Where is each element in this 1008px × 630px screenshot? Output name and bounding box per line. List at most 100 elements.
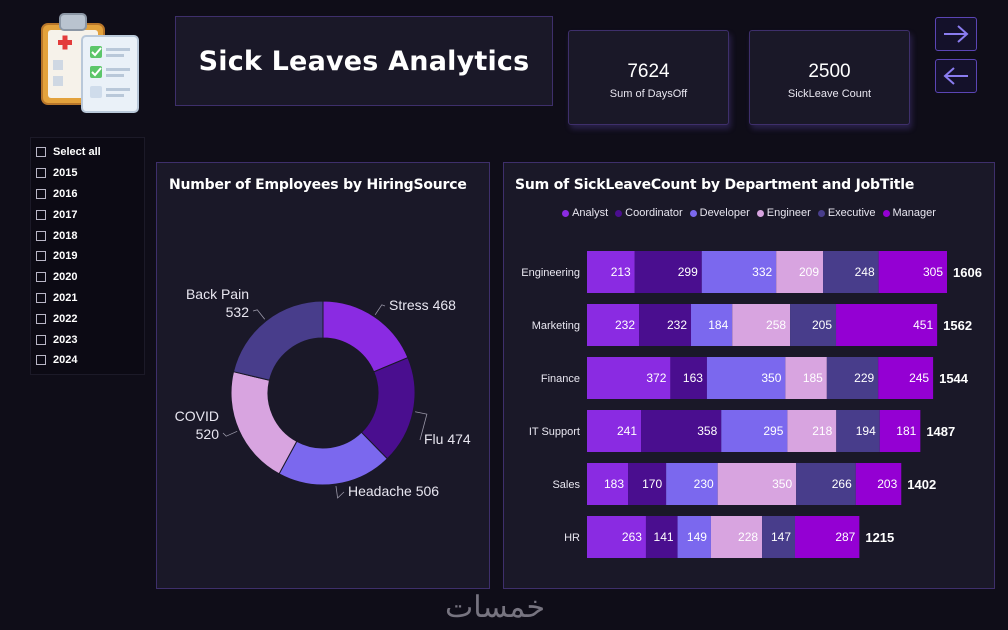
bar-segment-developer[interactable] xyxy=(677,516,711,558)
checkbox[interactable] xyxy=(36,251,46,262)
legend-item-executive[interactable]: Executive xyxy=(817,207,876,219)
slicer-item-2017[interactable]: 2017 xyxy=(31,204,144,225)
bar-segment-manager[interactable] xyxy=(836,304,938,346)
bar-total-label: 1402 xyxy=(907,477,936,492)
legend-dot xyxy=(615,209,623,217)
bar-segment-engineer[interactable] xyxy=(776,251,824,293)
bar-segment-executive[interactable] xyxy=(790,304,837,346)
chart-legend: Analyst Coordinator Developer Engineer Execu… xyxy=(504,207,994,219)
slicer-item-2015[interactable]: 2015 xyxy=(31,163,144,184)
legend-label: Coordinator xyxy=(625,207,683,219)
bar-value-label: 147 xyxy=(771,530,791,544)
checkbox[interactable] xyxy=(36,355,46,366)
bar-segment-manager[interactable] xyxy=(879,410,921,452)
bar-segment-manager[interactable] xyxy=(855,463,902,505)
donut-value-label: 532 xyxy=(226,304,250,320)
checkbox[interactable] xyxy=(36,168,46,179)
bar-segment-coordinator[interactable] xyxy=(641,410,722,452)
bar-chart-title: Sum of SickLeaveCount by Department and … xyxy=(515,177,915,193)
checkbox[interactable] xyxy=(36,230,46,241)
checkbox[interactable] xyxy=(36,292,46,303)
bar-segment-analyst[interactable] xyxy=(587,304,640,346)
bar-value-label: 350 xyxy=(761,371,781,385)
bar-segment-analyst[interactable] xyxy=(587,251,635,293)
checkbox[interactable] xyxy=(36,209,46,220)
bar-segment-engineer[interactable] xyxy=(717,463,797,505)
donut-slice-covid[interactable] xyxy=(230,371,298,475)
checkbox[interactable] xyxy=(36,334,46,345)
bar-value-label: 350 xyxy=(772,477,792,491)
bar-value-label: 245 xyxy=(909,371,929,385)
checkbox[interactable] xyxy=(36,147,46,158)
bar-segment-executive[interactable] xyxy=(836,410,880,452)
donut-label: COVID xyxy=(175,408,219,424)
bar-segment-developer[interactable] xyxy=(666,463,718,505)
bar-value-label: 305 xyxy=(923,265,943,279)
donut-slice-back-pain[interactable] xyxy=(232,300,324,381)
bar-segment-engineer[interactable] xyxy=(787,410,837,452)
bar-value-label: 451 xyxy=(913,318,933,332)
back-button[interactable] xyxy=(935,59,977,93)
checkbox[interactable] xyxy=(36,272,46,283)
bar-segment-analyst[interactable] xyxy=(587,410,642,452)
forward-button[interactable] xyxy=(935,17,977,51)
arrow-right-icon xyxy=(944,25,969,43)
bar-segment-executive[interactable] xyxy=(762,516,796,558)
bar-value-label: 287 xyxy=(835,530,855,544)
bar-segment-developer[interactable] xyxy=(706,357,786,399)
bar-value-label: 266 xyxy=(832,477,852,491)
bar-segment-analyst[interactable] xyxy=(587,516,646,558)
bar-segment-manager[interactable] xyxy=(878,357,934,399)
checkbox[interactable] xyxy=(36,313,46,324)
legend-label: Executive xyxy=(827,207,876,219)
donut-chart-title: Number of Employees by HiringSource xyxy=(169,177,467,193)
bar-value-label: 181 xyxy=(896,424,916,438)
legend-label: Analyst xyxy=(572,207,609,219)
bar-segment-engineer[interactable] xyxy=(732,304,791,346)
category-label: Finance xyxy=(541,373,580,385)
bar-segment-analyst[interactable] xyxy=(587,357,671,399)
bar-segment-executive[interactable] xyxy=(796,463,856,505)
legend-item-developer[interactable]: Developer xyxy=(689,207,750,219)
bar-value-label: 183 xyxy=(604,477,624,491)
slicer-item-2016[interactable]: 2016 xyxy=(31,184,144,205)
legend-item-analyst[interactable]: Analyst xyxy=(562,207,608,219)
slicer-label: 2016 xyxy=(53,187,78,200)
bar-segment-developer[interactable] xyxy=(691,304,733,346)
slicer-label: Select all xyxy=(53,146,101,159)
bar-segment-developer[interactable] xyxy=(701,251,777,293)
slicer-select-all[interactable]: Select all xyxy=(31,142,144,163)
bar-segment-coordinator[interactable] xyxy=(645,516,678,558)
bar-segment-developer[interactable] xyxy=(721,410,788,452)
bar-segment-executive[interactable] xyxy=(826,357,879,399)
slicer-item-2024[interactable]: 2024 xyxy=(31,350,144,371)
bar-segment-engineer[interactable] xyxy=(785,357,827,399)
bar-segment-coordinator[interactable] xyxy=(628,463,667,505)
legend-item-manager[interactable]: Manager xyxy=(882,207,936,219)
bar-value-label: 228 xyxy=(738,530,758,544)
bar-segment-manager[interactable] xyxy=(795,516,860,558)
bar-segment-coordinator[interactable] xyxy=(670,357,707,399)
checkbox[interactable] xyxy=(36,188,46,199)
bar-segment-executive[interactable] xyxy=(823,251,879,293)
bar-value-label: 229 xyxy=(854,371,874,385)
bar-segment-engineer[interactable] xyxy=(710,516,763,558)
slicer-item-2021[interactable]: 2021 xyxy=(31,288,144,309)
slicer-item-2020[interactable]: 2020 xyxy=(31,267,144,288)
slicer-item-2022[interactable]: 2022 xyxy=(31,308,144,329)
bar-segment-analyst[interactable] xyxy=(587,463,629,505)
legend-item-coordinator[interactable]: Coordinator xyxy=(615,207,683,219)
bar-total-label: 1215 xyxy=(865,530,894,545)
legend-item-engineer[interactable]: Engineer xyxy=(756,207,811,219)
bar-segment-manager[interactable] xyxy=(878,251,947,293)
donut-label: Headache 506 xyxy=(348,483,439,499)
legend-label: Manager xyxy=(892,207,936,219)
slicer-label: 2023 xyxy=(53,333,78,346)
slicer-item-2019[interactable]: 2019 xyxy=(31,246,144,267)
slicer-item-2023[interactable]: 2023 xyxy=(31,329,144,350)
stacked-bar-chart: Engineering 213 299 332 209 248 305 1606 Marketi… xyxy=(521,251,982,558)
donut-label: Back Pain xyxy=(186,286,249,302)
slicer-item-2018[interactable]: 2018 xyxy=(31,225,144,246)
bar-segment-coordinator[interactable] xyxy=(639,304,692,346)
bar-segment-coordinator[interactable] xyxy=(634,251,702,293)
